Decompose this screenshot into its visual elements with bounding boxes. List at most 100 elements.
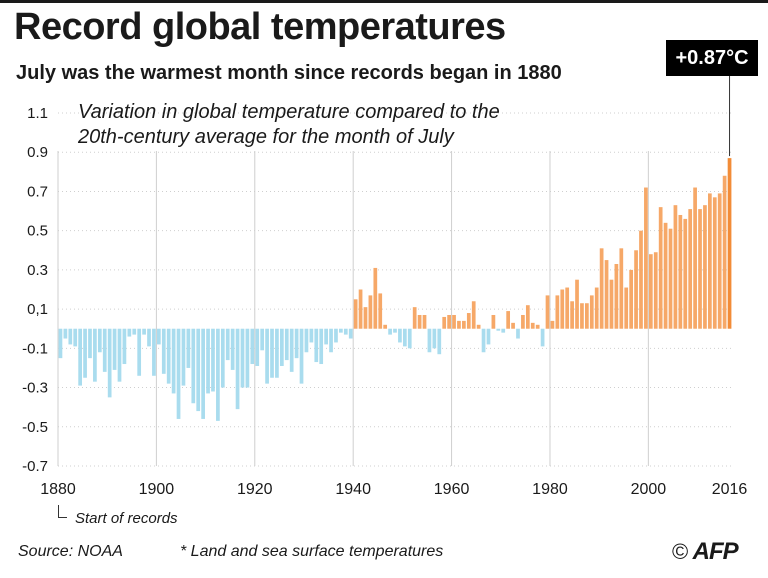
bar-2016 [727,158,732,329]
bar-1955 [427,328,432,353]
bar-1901 [161,328,166,374]
bar-1972 [511,322,515,329]
bar-1905 [181,328,186,386]
footnote-label: * Land and sea surface temperatures [180,543,444,560]
bar-2008 [688,209,693,329]
bar-1966 [481,328,486,353]
bar-1898 [147,328,151,347]
bar-1904 [176,328,181,419]
bar-1933 [319,328,324,365]
bar-2002 [658,207,663,329]
bar-1929 [299,328,304,384]
bar-1978 [540,328,545,347]
x-axis: 1880 1900 1920 1940 1960 1980 2000 2016 [40,481,747,498]
bar-2012 [708,193,712,329]
bar-1925 [279,328,284,366]
bar-1990 [599,248,604,329]
x-tick-label: 1900 [139,481,175,498]
bar-1930 [304,328,309,353]
source-label: Source: NOAA [18,543,123,560]
bar-2000 [648,254,653,329]
bar-1952 [412,307,417,329]
bar-1913 [220,328,225,388]
y-tick-label: -0.3 [22,380,48,397]
page-subtitle: July was the warmest month since records… [16,62,562,84]
bar-1996 [629,269,634,329]
y-tick-label: 0.9 [27,144,48,161]
bar-1960 [452,314,456,329]
bar-1912 [216,328,220,421]
bar-1981 [555,295,560,329]
bar-1939 [348,328,353,339]
bar-1894 [127,328,132,337]
bar-1935 [329,328,333,353]
bar-1946 [383,324,388,329]
copyright-icon: © [672,539,689,564]
bar-2004 [668,228,673,329]
bar-1882 [68,328,73,345]
bar-2009 [693,187,697,329]
bar-1896 [137,328,142,376]
bar-1907 [191,328,196,404]
y-tick-label: 1.1 [27,105,48,122]
bar-1906 [186,328,191,368]
start-of-records-label: Start of records [75,510,178,527]
bar-1993 [614,264,619,329]
bar-1918 [245,328,250,388]
bar-1911 [211,328,215,392]
bar-2005 [673,205,678,329]
bar-1899 [152,328,156,376]
bar-1892 [117,328,122,382]
bar-1931 [309,328,314,343]
bar-1936 [334,328,338,343]
bar-1926 [284,328,289,361]
y-tick-label: -0.7 [22,458,48,475]
bar-1942 [363,307,368,329]
bar-2006 [678,214,683,329]
bar-1998 [639,230,643,329]
bar-2010 [698,209,702,329]
x-tick-label: 2000 [631,481,667,498]
bar-1984 [570,301,574,329]
bar-1944 [373,267,378,329]
afp-logo-text: AFP [692,538,739,565]
y-tick-label: 0.3 [27,262,48,279]
bar-1989 [594,287,599,329]
bar-1886 [88,328,92,359]
bar-1973 [516,328,520,339]
y-axis: -0.7 -0.5 -0.3 -0.1 0,1 0.3 0.5 0.7 0.9 1.1 [22,105,48,475]
bar-1938 [343,328,348,335]
top-rule [0,0,768,3]
bar-1909 [201,328,205,419]
bar-1956 [432,328,437,349]
bar-1992 [609,279,614,329]
bar-1927 [289,328,294,372]
grid-lines [57,112,732,467]
bar-1881 [63,328,68,339]
x-tick-label: 1920 [237,481,273,498]
bar-2015 [722,175,727,329]
bar-1994 [619,248,624,329]
bar-1987 [585,303,589,329]
afp-logo: © AFP [672,538,739,566]
bar-1985 [575,279,579,329]
bar-1902 [166,328,171,384]
bar-1997 [634,250,638,329]
bar-1883 [73,328,78,347]
bar-1967 [486,328,491,345]
bar-1982 [560,289,565,329]
bar-1953 [417,314,422,329]
bar-1916 [235,328,240,410]
y-tick-label: 0.5 [27,223,48,240]
bar-1950 [402,328,407,347]
latest-value-callout: +0.87°C [666,40,758,76]
bar-1908 [196,328,201,412]
x-tick-label: 1980 [532,481,568,498]
y-tick-label: -0.5 [22,419,48,436]
bar-1890 [107,328,112,398]
x-tick-label: 1940 [335,481,371,498]
bar-1922 [265,328,269,384]
bar-1965 [476,324,481,329]
bar-2014 [717,193,722,329]
bar-1921 [260,328,265,351]
